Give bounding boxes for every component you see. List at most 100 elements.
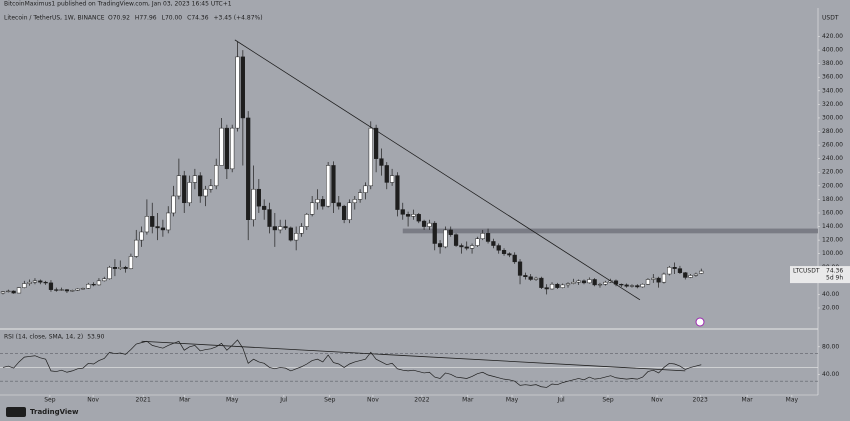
candle-body [326, 165, 331, 207]
candle-body [645, 279, 651, 285]
candle-body [134, 239, 139, 257]
candle-body [288, 227, 293, 241]
candle-body [347, 202, 352, 220]
y-tick-label: 120.00 [822, 237, 843, 244]
candle-body [219, 127, 224, 166]
candle-body [640, 283, 645, 288]
candle-body [59, 289, 64, 291]
x-tick-label: Nov [367, 397, 379, 404]
candle-body [235, 56, 240, 129]
candle-body [107, 267, 112, 280]
candle-body [102, 278, 107, 282]
candle-body [171, 195, 176, 214]
candle-body [373, 127, 379, 159]
candle-body [453, 234, 459, 246]
candle-body [656, 277, 661, 283]
candle-body [336, 202, 341, 207]
y-tick-label: 160.00 [822, 209, 843, 216]
candle-body [512, 254, 517, 263]
candle-body [43, 281, 48, 284]
candle-body [416, 214, 421, 222]
candle-body [379, 158, 384, 166]
idea-icon [695, 317, 705, 327]
candle-body [294, 233, 299, 241]
x-tick-label: May [786, 397, 799, 404]
candle-body [667, 267, 672, 275]
candle-body [368, 127, 373, 187]
candle-body [278, 226, 283, 231]
price-label-box [790, 266, 850, 284]
y-tick-label: 80.00 [822, 343, 839, 350]
candle-body [464, 246, 469, 249]
x-tick-label: 2021 [136, 397, 151, 404]
candle-body [437, 243, 443, 248]
x-tick-label: Mar [179, 397, 191, 404]
candle-body [144, 216, 150, 233]
candle-body [54, 289, 59, 291]
candle-body [331, 165, 336, 204]
candle-body [192, 175, 197, 183]
candle-body [70, 290, 75, 292]
candle-body [629, 285, 635, 287]
candle-body [427, 222, 432, 227]
candle-body [304, 214, 309, 227]
x-tick-label: Nov [651, 397, 663, 404]
y-tick-label: 100.00 [822, 250, 843, 257]
candle-body [587, 279, 592, 284]
candle-body [27, 281, 32, 284]
candle-body [459, 245, 464, 248]
candle-body [11, 290, 16, 294]
candle-body [150, 216, 155, 227]
candle-body [624, 284, 629, 287]
y-tick-label: 340.00 [822, 87, 843, 94]
x-tick-label: 2022 [414, 397, 429, 404]
candle-body [683, 272, 688, 278]
candle-body [597, 283, 603, 286]
candle-body [299, 226, 304, 234]
candle-body [523, 275, 528, 278]
candle-body [581, 280, 587, 284]
candle-body [224, 127, 229, 170]
candle-body [320, 199, 325, 207]
y-tick-label: 380.00 [822, 60, 843, 67]
candle-body [395, 175, 400, 210]
candle-body [496, 245, 501, 251]
candle-body [32, 280, 38, 283]
candle-body [91, 283, 96, 286]
y-tick-label: 280.00 [822, 128, 843, 135]
candle-body [6, 290, 11, 293]
candle-body [118, 267, 123, 269]
y-tick-label: 40.00 [822, 371, 839, 378]
y-tick-label: 400.00 [822, 47, 843, 54]
candle-body [400, 209, 405, 215]
ohlc-legend: L70.00 [162, 15, 183, 22]
candle-body [123, 267, 128, 269]
candle-body [517, 261, 523, 276]
y-tick-label: 300.00 [822, 114, 843, 121]
candle-body [491, 241, 496, 246]
price-label-value: 74.36 [826, 268, 843, 275]
candle-body [112, 267, 118, 269]
y-tick-label: 20.00 [822, 304, 839, 311]
y-unit: USDT [822, 15, 839, 22]
candle-body [635, 285, 640, 288]
candle-body [230, 127, 235, 170]
candle-body [389, 175, 395, 183]
candle-body [432, 222, 437, 244]
candle-body [469, 245, 475, 249]
candle-body [214, 165, 219, 187]
x-tick-label: Jul [279, 397, 288, 404]
candle-body [256, 188, 261, 207]
candle-body [176, 175, 182, 197]
candle-body [576, 280, 581, 283]
candle-body [699, 270, 704, 274]
candle-body [96, 280, 102, 286]
candle-body [501, 250, 507, 254]
x-tick-label: Nov [87, 397, 99, 404]
candle-body [544, 287, 549, 290]
candle-body [528, 276, 533, 280]
candle-body [80, 288, 86, 290]
candle-body [240, 56, 245, 119]
